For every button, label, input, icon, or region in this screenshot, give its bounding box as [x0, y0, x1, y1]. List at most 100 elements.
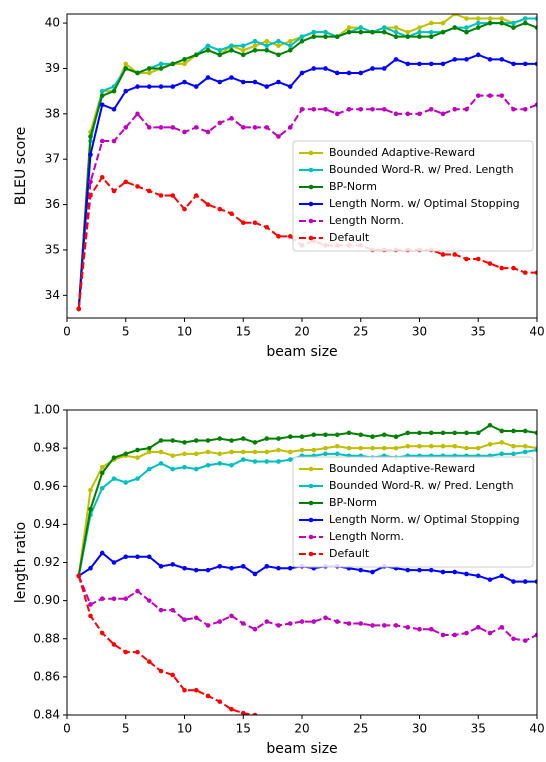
point: [440, 569, 446, 575]
point: [252, 449, 258, 455]
point: [146, 554, 152, 560]
point: [123, 179, 129, 185]
point: [499, 16, 505, 21]
point: [135, 554, 140, 560]
point: [158, 607, 164, 613]
point: [511, 106, 516, 112]
point: [381, 432, 387, 438]
point: [534, 102, 537, 108]
point: [182, 129, 187, 135]
point: [264, 224, 270, 230]
point: [217, 461, 223, 466]
point: [170, 672, 176, 678]
point: [452, 443, 458, 449]
point: [534, 61, 537, 67]
point: [158, 461, 164, 466]
point: [499, 573, 505, 579]
point: [229, 116, 234, 121]
point: [287, 125, 293, 130]
point: [464, 256, 469, 262]
point: [311, 432, 317, 438]
point: [111, 455, 117, 460]
point: [323, 106, 328, 112]
point: [323, 34, 328, 39]
x-tick-label: 5: [122, 325, 130, 339]
point: [287, 43, 293, 49]
point: [522, 16, 528, 21]
point: [334, 111, 340, 117]
legend-marker: [308, 500, 314, 506]
point: [252, 571, 258, 577]
y-tick-label: 0.94: [33, 517, 60, 531]
point: [428, 29, 434, 35]
point: [158, 84, 164, 89]
point: [240, 457, 246, 462]
x-tick-label: 5: [122, 722, 130, 736]
x-tick-label: 25: [353, 325, 368, 339]
point: [393, 34, 399, 39]
point: [393, 434, 399, 439]
point: [252, 125, 258, 130]
point: [522, 638, 528, 643]
point: [123, 649, 129, 655]
x-tick-label: 30: [412, 722, 427, 736]
point: [240, 79, 246, 85]
point: [370, 66, 375, 71]
point: [405, 29, 411, 35]
point: [323, 445, 328, 451]
point: [299, 106, 305, 112]
x-tick-label: 0: [63, 722, 71, 736]
point: [287, 565, 293, 571]
point: [252, 626, 258, 632]
point: [464, 57, 469, 62]
point: [381, 66, 387, 71]
legend-box: [292, 456, 534, 568]
point: [111, 188, 117, 194]
point: [299, 34, 305, 39]
point: [440, 252, 446, 257]
point: [323, 615, 328, 621]
point: [123, 125, 129, 130]
point: [88, 179, 93, 185]
legend-marker: [308, 150, 314, 156]
x-tick-label: 10: [177, 722, 192, 736]
point: [287, 449, 293, 455]
point: [111, 138, 117, 144]
point: [522, 579, 528, 584]
point: [499, 625, 505, 630]
point: [358, 106, 364, 112]
series-line: [77, 449, 537, 577]
point: [193, 466, 199, 472]
point: [405, 567, 411, 573]
point: [146, 66, 152, 71]
point: [452, 252, 458, 257]
point: [76, 306, 82, 312]
point: [217, 699, 223, 704]
point: [405, 443, 411, 449]
point: [99, 138, 105, 144]
point: [123, 554, 129, 560]
point: [499, 20, 505, 26]
point: [511, 265, 516, 271]
point: [311, 619, 317, 624]
point: [440, 632, 446, 638]
point: [534, 270, 537, 275]
point: [522, 270, 528, 275]
point: [276, 38, 281, 44]
point: [170, 453, 176, 459]
point: [88, 602, 93, 607]
point: [146, 188, 152, 194]
x-tick-label: 0: [63, 325, 71, 339]
point: [534, 25, 537, 30]
point: [205, 47, 211, 53]
point: [534, 447, 537, 453]
point: [475, 445, 481, 451]
point: [475, 20, 481, 26]
point: [240, 220, 246, 226]
point: [358, 432, 364, 438]
point: [252, 47, 258, 53]
point: [511, 61, 516, 67]
point: [146, 449, 152, 455]
point: [393, 25, 399, 30]
point: [229, 211, 234, 216]
